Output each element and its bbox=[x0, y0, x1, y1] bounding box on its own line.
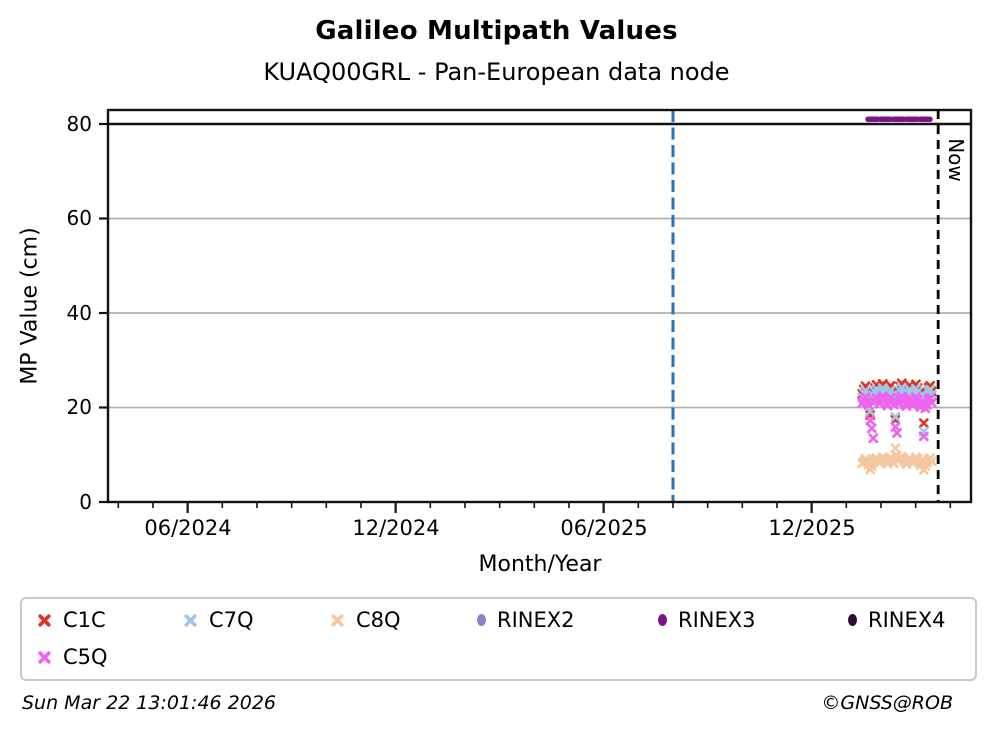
now-annotation-label: Now bbox=[944, 138, 968, 182]
dot-marker-icon bbox=[477, 614, 486, 626]
y-tick-label-60: 60 bbox=[66, 206, 92, 230]
x-marker-icon bbox=[38, 613, 51, 627]
legend-label: RINEX3 bbox=[678, 608, 756, 632]
legend-label: RINEX2 bbox=[497, 608, 575, 632]
y-axis-label: MP Value (cm) bbox=[17, 227, 43, 385]
legend-item-rinex4: RINEX4 bbox=[848, 606, 946, 634]
x-marker-icon bbox=[38, 650, 51, 664]
series-C8Q-points bbox=[857, 443, 937, 475]
dot-marker-icon bbox=[658, 614, 667, 626]
x-marker-icon bbox=[331, 613, 344, 627]
plot-timestamp: Sun Mar 22 13:01:46 2026 bbox=[22, 692, 277, 714]
legend-item-rinex3: RINEX3 bbox=[658, 606, 756, 634]
x-tick-label-062025: 06/2025 bbox=[560, 516, 648, 540]
plot-border bbox=[106, 108, 973, 504]
legend-item-c8q: C8Q bbox=[330, 606, 401, 634]
x-tick-label-122024: 12/2024 bbox=[352, 516, 440, 540]
legend-label: C7Q bbox=[209, 608, 254, 632]
dot-marker-icon bbox=[848, 614, 857, 626]
x-tick-label-122025: 12/2025 bbox=[768, 516, 856, 540]
y-tick-label-40: 40 bbox=[66, 301, 92, 325]
x-marker-icon bbox=[184, 613, 197, 627]
legend-label: RINEX4 bbox=[868, 608, 946, 632]
legend-box: C1C C7Q C8Q RINEX2 RINEX3 RINEX4 C5Q bbox=[20, 597, 977, 681]
legend-label: C5Q bbox=[63, 645, 108, 669]
chart-title: Galileo Multipath Values bbox=[315, 16, 678, 46]
legend-item-rinex2: RINEX2 bbox=[477, 606, 575, 634]
chart-subtitle: KUAQ00GRL - Pan-European data node bbox=[263, 58, 730, 86]
legend-label: C8Q bbox=[356, 608, 401, 632]
legend-label: C1C bbox=[63, 608, 106, 632]
legend-item-c7q: C7Q bbox=[183, 606, 254, 634]
x-axis-label: Month/Year bbox=[478, 552, 602, 577]
y-tick-label-80: 80 bbox=[66, 112, 92, 136]
series-C5Q-points bbox=[857, 391, 937, 444]
y-tick-label-20: 20 bbox=[66, 395, 92, 419]
copyright-credit: ©GNSS@ROB bbox=[821, 692, 953, 714]
y-tick-label-0: 0 bbox=[79, 490, 92, 514]
legend-item-c5q: C5Q bbox=[37, 643, 108, 671]
legend-item-c1c: C1C bbox=[37, 606, 106, 634]
x-tick-label-062024: 06/2024 bbox=[144, 516, 232, 540]
